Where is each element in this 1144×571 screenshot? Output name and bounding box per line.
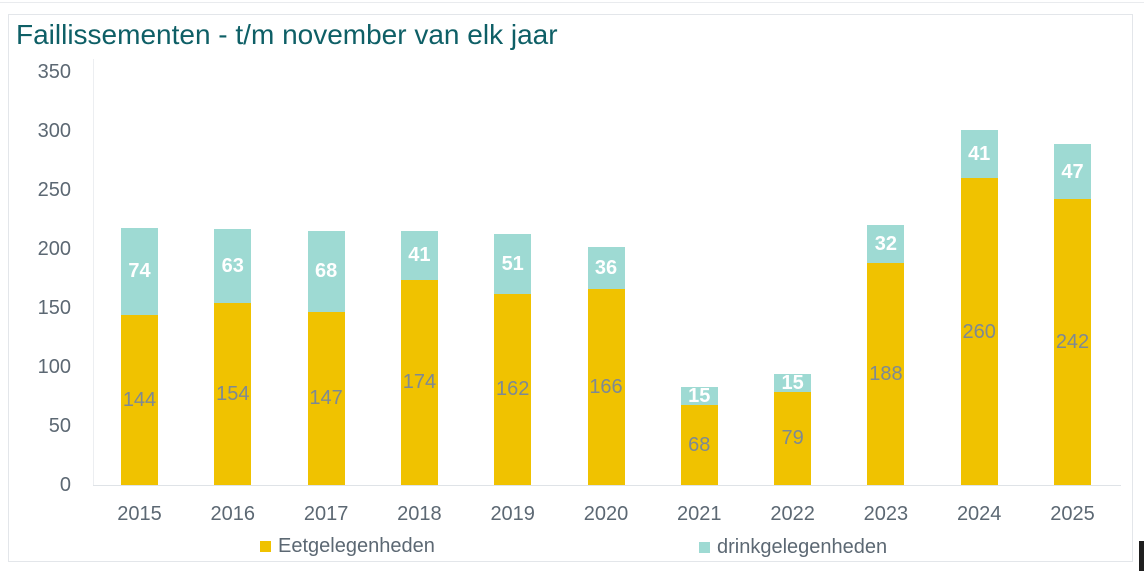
value-label-eetgelegenheden-2018: 174 bbox=[402, 371, 437, 394]
bar-2018-drinkgelegenheden[interactable] bbox=[400, 231, 438, 280]
x-tick-label-2021: 2021 bbox=[677, 503, 722, 525]
x-tick-label-2015: 2015 bbox=[117, 503, 162, 525]
value-label-eetgelegenheden-2015: 144 bbox=[122, 389, 157, 412]
y-tick-label-350: 350 bbox=[37, 61, 71, 83]
dark-scrollbar-fragment bbox=[1139, 541, 1144, 571]
bar-2016-drinkgelegenheden[interactable] bbox=[214, 228, 252, 304]
bar-2023-eetgelegenheden[interactable] bbox=[867, 263, 905, 485]
x-tick-label-2022: 2022 bbox=[770, 503, 815, 525]
bar-2025-drinkgelegenheden[interactable] bbox=[1054, 143, 1091, 200]
bar-2020-eetgelegenheden[interactable] bbox=[587, 289, 625, 485]
x-tick-label-2024: 2024 bbox=[956, 503, 1002, 525]
bar-2025-eetgelegenheden[interactable] bbox=[1054, 199, 1091, 485]
y-tick-label-50: 50 bbox=[48, 415, 71, 437]
value-label-eetgelegenheden-2024: 260 bbox=[962, 320, 996, 343]
bar-2022-eetgelegenheden[interactable] bbox=[774, 391, 812, 485]
bar-2024-eetgelegenheden[interactable] bbox=[960, 178, 998, 485]
bar-2021-eetgelegenheden[interactable] bbox=[680, 404, 718, 485]
value-label-eetgelegenheden-2017: 147 bbox=[309, 387, 343, 410]
value-label-drinkgelegenheden-2020: 36 bbox=[594, 256, 618, 279]
bar-2015-drinkgelegenheden[interactable] bbox=[121, 227, 158, 316]
bar-2019-eetgelegenheden[interactable] bbox=[494, 293, 532, 485]
bar-2024-drinkgelegenheden[interactable] bbox=[960, 129, 998, 179]
legend-item-drinkgelegenheden[interactable]: drinkgelegenheden bbox=[699, 536, 887, 559]
value-label-eetgelegenheden-2021: 68 bbox=[688, 433, 711, 456]
value-label-drinkgelegenheden-2025: 47 bbox=[1061, 160, 1084, 183]
x-axis-line bbox=[93, 485, 1121, 486]
value-label-drinkgelegenheden-2016: 63 bbox=[221, 255, 244, 278]
value-label-drinkgelegenheden-2015: 74 bbox=[128, 260, 151, 283]
y-tick-label-200: 200 bbox=[37, 238, 71, 260]
bar-2015-eetgelegenheden[interactable] bbox=[121, 315, 158, 485]
bar-2016-eetgelegenheden[interactable] bbox=[214, 303, 252, 485]
y-tick-label-100: 100 bbox=[37, 356, 71, 378]
bar-2022-drinkgelegenheden[interactable] bbox=[774, 374, 812, 392]
x-tick-label-2018: 2018 bbox=[397, 503, 442, 525]
legend-swatch-eetgelegenheden bbox=[260, 541, 271, 552]
value-label-drinkgelegenheden-2023: 32 bbox=[874, 233, 898, 256]
bar-2019-drinkgelegenheden[interactable] bbox=[494, 233, 532, 294]
chart-panel: Faillissementen - t/m november van elk j… bbox=[8, 14, 1133, 562]
value-label-drinkgelegenheden-2017: 68 bbox=[314, 260, 338, 283]
value-label-eetgelegenheden-2023: 188 bbox=[869, 363, 903, 386]
y-tick-label-300: 300 bbox=[37, 120, 71, 142]
value-label-drinkgelegenheden-2019: 51 bbox=[501, 252, 524, 275]
y-tick-label-250: 250 bbox=[37, 179, 71, 201]
bar-2017-eetgelegenheden[interactable] bbox=[307, 311, 345, 485]
x-tick-label-2019: 2019 bbox=[490, 503, 535, 525]
chart-title: Faillissementen - t/m november van elk j… bbox=[16, 19, 558, 50]
top-hairline-divider bbox=[0, 2, 1144, 3]
x-tick-label-2016: 2016 bbox=[210, 503, 256, 525]
bar-2021-drinkgelegenheden[interactable] bbox=[680, 387, 718, 405]
legend-swatch-drinkgelegenheden bbox=[699, 542, 710, 553]
x-tick-label-2020: 2020 bbox=[583, 503, 629, 525]
legend-label-drinkgelegenheden: drinkgelegenheden bbox=[717, 536, 888, 558]
bar-2023-drinkgelegenheden[interactable] bbox=[867, 225, 905, 264]
x-tick-label-2025: 2025 bbox=[1050, 503, 1095, 525]
value-label-drinkgelegenheden-2021: 15 bbox=[688, 384, 711, 407]
bar-2017-drinkgelegenheden[interactable] bbox=[307, 231, 345, 312]
value-label-eetgelegenheden-2019: 162 bbox=[496, 378, 530, 401]
value-label-drinkgelegenheden-2022: 15 bbox=[781, 371, 804, 394]
value-label-eetgelegenheden-2025: 242 bbox=[1055, 331, 1090, 354]
legend-item-eetgelegenheden[interactable]: Eetgelegenheden bbox=[260, 535, 435, 558]
bar-2018-eetgelegenheden[interactable] bbox=[400, 279, 438, 485]
x-tick-label-2017: 2017 bbox=[303, 503, 349, 525]
value-label-eetgelegenheden-2016: 154 bbox=[216, 383, 250, 406]
y-axis-line bbox=[93, 59, 94, 485]
bar-2020-drinkgelegenheden[interactable] bbox=[587, 246, 625, 290]
legend-label-eetgelegenheden: Eetgelegenheden bbox=[278, 535, 435, 557]
value-label-eetgelegenheden-2022: 79 bbox=[781, 427, 804, 450]
x-tick-label-2023: 2023 bbox=[863, 503, 909, 525]
value-label-eetgelegenheden-2020: 166 bbox=[589, 376, 623, 399]
value-label-drinkgelegenheden-2018: 41 bbox=[408, 244, 431, 267]
y-tick-label-0: 0 bbox=[59, 474, 71, 496]
value-label-drinkgelegenheden-2024: 41 bbox=[968, 143, 991, 165]
y-tick-label-150: 150 bbox=[37, 297, 71, 319]
